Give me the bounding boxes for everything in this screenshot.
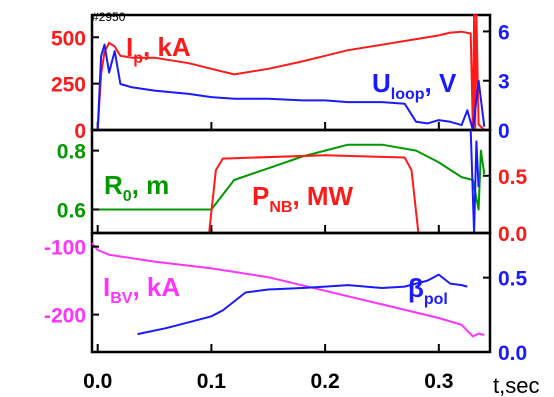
series-label: Ip, kA [126,32,191,67]
y-tick-label-right: 0.0 [498,342,527,365]
series-line [92,143,486,211]
x-tick-label: 0.1 [197,370,227,393]
x-tick-label: 0.2 [311,370,340,393]
panel-middle: R0, m PNB, MW 0.6 0.8 0.0 0.5 [57,128,528,246]
series-label: PNB, MW [252,181,354,216]
y-tick-label-left: 0 [74,120,86,143]
series-label: Uloop, V [372,68,457,103]
y-tick-label-right: 0.5 [498,166,528,189]
series-line [91,242,485,338]
series-line [469,129,480,234]
y-tick-label-right: 0.5 [498,268,528,291]
chart-panels: Ip, kA Uloop, V 0 250 500 0 3 6 R0, m PNB, MW 0.6 0… [44,13,528,365]
series-line [96,43,486,131]
series-line [92,154,485,234]
y-tick-label-left: 0.8 [57,141,87,164]
panel-top: Ip, kA Uloop, V 0 250 500 0 3 6 [51,13,510,143]
y-tick-label-left: 0.6 [57,199,86,222]
y-tick-label-right: 3 [498,71,510,94]
series-line [137,273,468,336]
x-axis-ticks: 0.0 0.1 0.2 0.3 [83,370,453,393]
series-line [96,14,486,131]
x-tick-label: 0.3 [424,370,453,393]
y-tick-label-right: 6 [498,21,510,44]
panel-frame [90,231,492,354]
y-tick-label-left: -200 [44,305,86,328]
x-tick-label: 0.0 [83,370,112,393]
shot-number: #2950 [92,10,126,24]
series-label: IBV, kA [103,272,180,307]
y-tick-label-left: 250 [51,74,86,97]
x-axis-label: t,sec [493,373,539,397]
y-tick-label-left: 500 [51,27,86,50]
series-label: R0, m [104,170,169,205]
y-tick-label-left: -100 [44,237,86,260]
y-tick-label-right: 0 [498,120,510,143]
y-tick-label-right: 0.0 [498,223,527,246]
